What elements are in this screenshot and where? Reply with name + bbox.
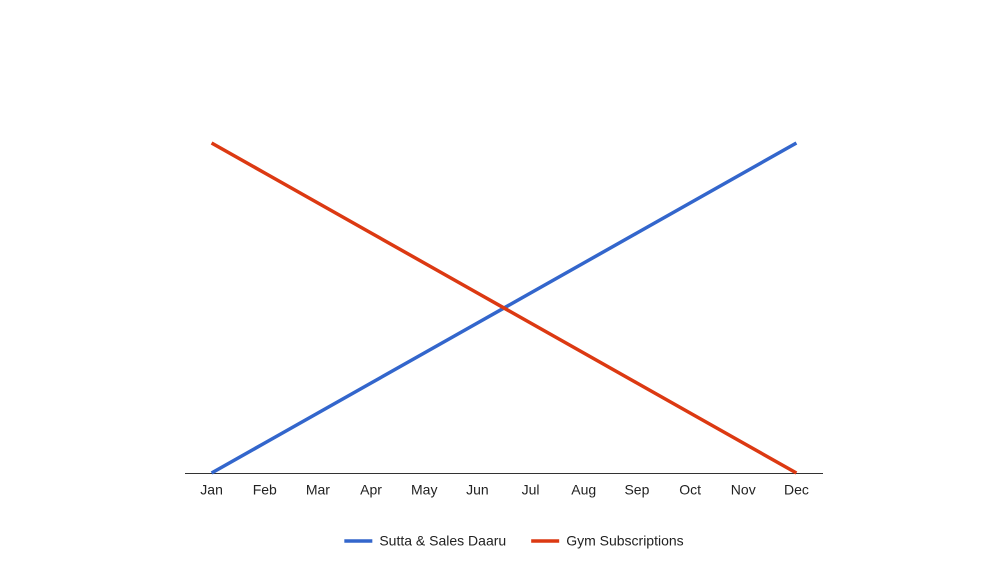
legend: Sutta & Sales Daaru Gym Subscriptions — [344, 533, 684, 549]
legend-label: Sutta & Sales Daaru — [379, 533, 506, 549]
x-tick-label: Feb — [253, 482, 277, 498]
x-tick-label: Jun — [466, 482, 489, 498]
x-tick-label: Oct — [679, 482, 701, 498]
x-tick-label: May — [411, 482, 437, 498]
x-tick-label: Mar — [306, 482, 330, 498]
x-tick-label: Apr — [360, 482, 382, 498]
series-line — [210, 141, 798, 475]
x-tick-label: Jul — [522, 482, 540, 498]
x-tick-label: Dec — [784, 482, 809, 498]
x-tick-label: Jan — [200, 482, 223, 498]
x-tick-label: Aug — [571, 482, 596, 498]
legend-label: Gym Subscriptions — [566, 533, 683, 549]
x-tick-label: Sep — [624, 482, 649, 498]
x-tick-label: Nov — [731, 482, 756, 498]
